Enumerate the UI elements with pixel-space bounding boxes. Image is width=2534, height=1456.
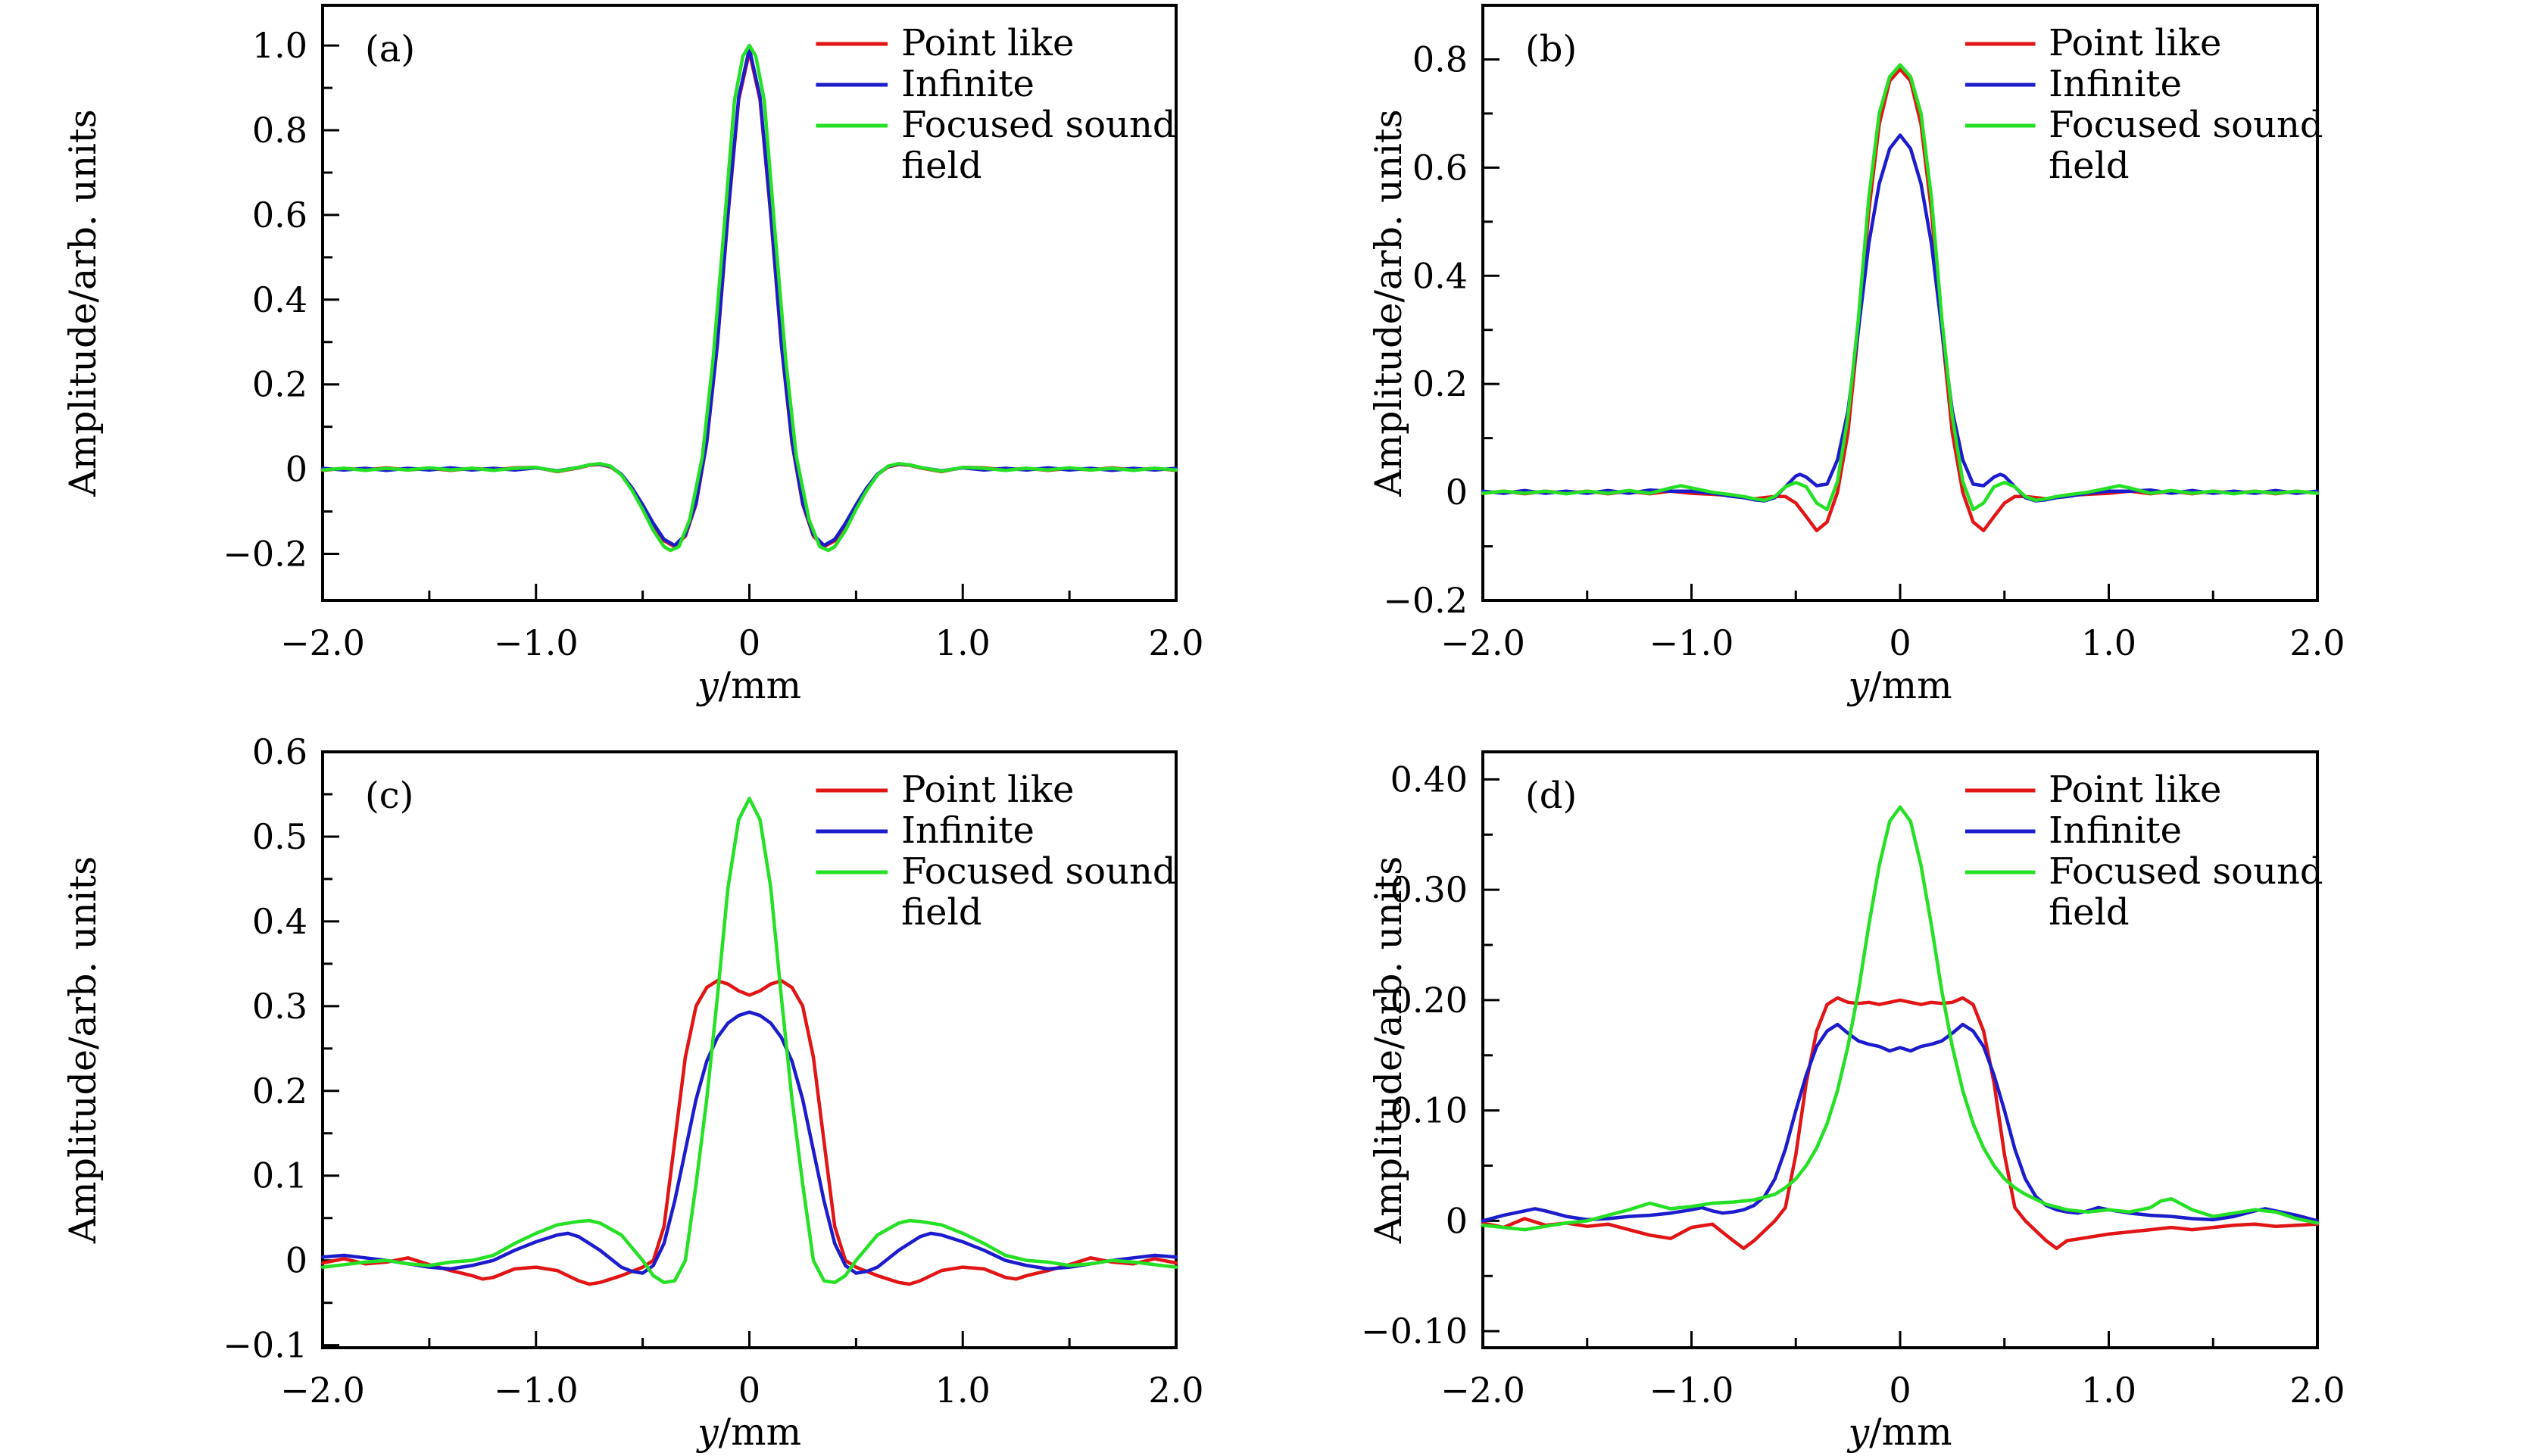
- x-tick-label: 0: [1889, 622, 1911, 663]
- x-tick-label: −1.0: [494, 1370, 579, 1411]
- x-tick-label: 1.0: [2081, 1370, 2136, 1411]
- series-focused-b: [1481, 63, 2320, 512]
- x-tick-label: −2.0: [280, 1370, 365, 1411]
- x-tick-label: −1.0: [494, 622, 579, 663]
- y-axis-label-b: Amplitude/arb. units: [1367, 109, 1410, 497]
- legend-label-infinite: Infinite: [901, 809, 1035, 852]
- x-tick-label: −2.0: [1440, 622, 1525, 663]
- y-tick-label: 0.2: [252, 1071, 307, 1111]
- legend-label-infinite: Infinite: [2049, 809, 2182, 852]
- legend-label-focused: Focused sound: [901, 104, 1175, 146]
- panel-b: −2.0 −1.0 0 1.0 2.0 0.8 0.6 0.4 0.2 0 −0.2 y/mm Ampl…: [1367, 4, 2345, 707]
- x-tick-label: −1.0: [1649, 622, 1734, 663]
- y-tick-label: −0.10: [1361, 1311, 1468, 1352]
- y-tick-label: 0: [1446, 472, 1468, 513]
- y-tick-label: 0: [286, 449, 307, 490]
- y-tick-label: 0.4: [252, 279, 307, 320]
- legend-label-point_like: Point like: [2049, 22, 2221, 64]
- y-tick-label: 0.6: [252, 195, 307, 235]
- x-tick-label: 1.0: [2081, 622, 2136, 663]
- legend-label-point_like: Point like: [901, 769, 1074, 811]
- y-tick-label: 0.1: [252, 1155, 307, 1196]
- legend-label-focused: Focused sound: [2049, 104, 2323, 146]
- y-tick-label: 0.40: [1390, 759, 1468, 800]
- y-tick-label: 0: [286, 1240, 307, 1281]
- series-infinite-c: [320, 1010, 1178, 1275]
- legend-label-point_like: Point like: [901, 22, 1074, 64]
- x-tick-label: 0: [738, 1370, 760, 1411]
- x-axis-label-d: y/mm: [1846, 1411, 1952, 1453]
- y-tick-label: 0.3: [252, 986, 307, 1027]
- y-tick-label: 0.20: [1390, 980, 1468, 1021]
- series-focused-d: [1481, 805, 2320, 1232]
- y-tick-label: 0.30: [1390, 869, 1468, 910]
- legend-label-focused: field: [2049, 145, 2130, 187]
- series-focused-a: [320, 43, 1178, 553]
- panel-letter-d: (d): [1525, 775, 1577, 817]
- legend-label-focused: field: [2049, 891, 2130, 934]
- x-tick-label: 1.0: [935, 622, 991, 663]
- legend-label-point_like: Point like: [2049, 769, 2221, 811]
- x-tick-label: 2.0: [1148, 1370, 1203, 1411]
- x-tick-label: −2.0: [280, 622, 365, 663]
- panel-d: −2.0 −1.0 0 1.0 2.0 0.40 0.30 0.20 0.10 0 −0.10 y/m…: [1361, 750, 2345, 1454]
- x-axis-label-a: y/mm: [696, 664, 801, 707]
- x-tick-label: 0: [1889, 1370, 1911, 1411]
- x-tick-label: −2.0: [1440, 1370, 1525, 1411]
- y-tick-label: 0.4: [1412, 255, 1468, 296]
- y-axis-label-a: Amplitude/arb. units: [61, 109, 105, 497]
- y-tick-label: 0.2: [252, 364, 307, 405]
- x-tick-label: 0: [738, 622, 760, 663]
- series-point_like-c: [320, 979, 1178, 1286]
- legend-label-focused: Focused sound: [901, 850, 1175, 893]
- x-tick-label: 2.0: [1148, 622, 1203, 663]
- y-axis-label-c: Amplitude/arb. units: [61, 856, 105, 1244]
- panel-a: −2.0 −1.0 0 1.0 2.0 1.0 0.8 0.6 0.4 0.2 0 −0.2 y/mm A…: [61, 4, 1204, 707]
- y-tick-label: 0.8: [1412, 39, 1468, 80]
- y-tick-label: 0.10: [1390, 1090, 1468, 1131]
- y-tick-label: 0: [1446, 1200, 1468, 1241]
- legend-label-focused: field: [901, 891, 982, 934]
- y-tick-label: 0.8: [252, 110, 307, 151]
- x-tick-label: 1.0: [935, 1370, 991, 1411]
- series-infinite-b: [1481, 133, 2320, 503]
- y-tick-label: −0.1: [223, 1325, 307, 1366]
- x-tick-label: 2.0: [2289, 1370, 2345, 1411]
- y-tick-label: 0.2: [1412, 363, 1468, 404]
- x-axis-label-b: y/mm: [1846, 664, 1952, 707]
- panel-letter-b: (b): [1525, 28, 1577, 70]
- y-axis-label-d: Amplitude/arb. units: [1367, 856, 1410, 1244]
- y-tick-label: 0.6: [1412, 147, 1468, 188]
- y-tick-label: 0.4: [252, 901, 307, 942]
- y-tick-label: 0.5: [252, 816, 307, 857]
- x-tick-label: −1.0: [1649, 1370, 1734, 1411]
- legend-label-infinite: Infinite: [901, 63, 1035, 105]
- plot-box-a: [321, 4, 1178, 602]
- series-infinite-d: [1481, 1022, 2320, 1223]
- y-tick-label: −0.2: [223, 533, 307, 574]
- legend-label-infinite: Infinite: [2049, 63, 2182, 105]
- panel-letter-a: (a): [365, 28, 415, 70]
- y-tick-label: 1.0: [252, 25, 307, 66]
- panel-letter-c: (c): [365, 775, 413, 817]
- x-tick-label: 2.0: [2289, 622, 2345, 663]
- legend-label-focused: Focused sound: [2049, 850, 2323, 893]
- y-tick-label: −0.2: [1383, 580, 1468, 621]
- series-point_like-d: [1481, 996, 2320, 1251]
- plot-box-d: [1481, 750, 2319, 1349]
- panel-c: −2.0 −1.0 0 1.0 2.0 0.6 0.5 0.4 0.3 0.2 0.1 0 −0.1 y/…: [61, 731, 1204, 1454]
- plot-box-b: [1481, 4, 2319, 602]
- series-focused-c: [320, 797, 1178, 1285]
- y-tick-label: 0.6: [252, 731, 307, 772]
- x-axis-label-c: y/mm: [696, 1411, 801, 1453]
- plot-box-c: [321, 750, 1178, 1349]
- legend-label-focused: field: [901, 145, 982, 187]
